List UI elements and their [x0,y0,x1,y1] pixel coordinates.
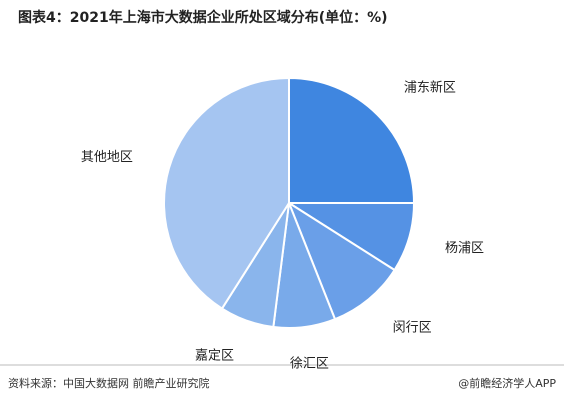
slice-label: 杨浦区 [445,241,484,256]
pie-slice [288,76,416,204]
chart-title: 图表4：2021年上海市大数据企业所处区域分布(单位：%) [18,9,388,26]
pie-slice [163,76,290,310]
slice-label: 嘉定区 [195,348,234,363]
slice-label: 徐汇区 [290,357,329,372]
slice-label: 其他地区 [81,150,133,165]
slice-label: 浦东新区 [404,80,456,96]
pie-slice [286,200,396,321]
credit: @前瞻经济学人APP [458,376,556,390]
source: 资料来源：中国大数据网 前瞻产业研究院 [8,376,210,390]
slice-label: 闵行区 [393,321,432,336]
